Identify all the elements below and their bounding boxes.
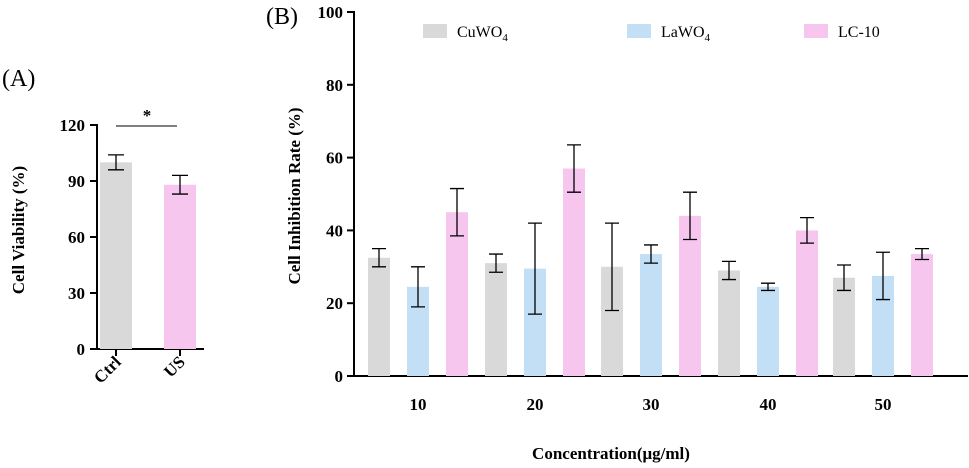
panel-b-error-bar: [644, 244, 658, 264]
panel-a-y-tick-label: 60: [68, 228, 85, 247]
panel-b-bar-cuwo-30: [601, 266, 623, 376]
legend-swatch-lawo: [627, 24, 651, 38]
panel-a-y-tick-label: 0: [77, 340, 86, 359]
panel-b-bar-lawo-50: [872, 275, 894, 376]
panel-b-x-tick-label: 10: [410, 395, 427, 414]
panel-a-x-tick-label: Ctrl: [90, 352, 125, 387]
panel-b-error-bar: [683, 191, 697, 241]
panel-a-y-tick-label: 120: [60, 116, 86, 135]
panel-b-bar-cuwo-20: [485, 263, 507, 376]
panel-b-y-tick-label: 40: [326, 221, 343, 240]
panel-b-error-bar: [411, 266, 425, 308]
panel-a-y-tick-label: 90: [68, 172, 85, 191]
legend-label-lc-10: LC-10: [838, 24, 880, 41]
panel-b-bar-lc-10-50: [911, 254, 933, 376]
panel-b-error-bar: [722, 260, 736, 281]
panel-b-error-bar: [837, 264, 851, 292]
panel-b-bar-lawo-20: [524, 268, 546, 376]
panel-a-y-axis-title: Cell Viability (%): [9, 166, 28, 294]
panel-a-label: (A): [2, 66, 35, 92]
significance-marker: *: [143, 106, 152, 125]
panel-b-error-bar: [761, 282, 775, 292]
legend-subscript: 4: [705, 32, 711, 44]
legend-name: CuWO: [457, 24, 502, 41]
panel-b-y-tick-label: 60: [326, 149, 343, 168]
panel-b-error-bar: [489, 253, 503, 273]
panel-b-error-bar: [528, 222, 542, 315]
panel-a-error-bar: [108, 154, 124, 171]
panel-b-bar-cuwo-50: [833, 277, 855, 376]
panel-b-bar-lawo-40: [757, 286, 779, 376]
legend-label-cuwo: CuWO4: [457, 24, 508, 44]
panel-b-y-tick-label: 20: [326, 294, 343, 313]
panel-a-error-bar: [172, 174, 188, 195]
panel-b-y-tick-label: 100: [318, 3, 344, 22]
panel-b-bar-cuwo-40: [718, 270, 740, 376]
legend-swatch-cuwo: [423, 24, 447, 38]
panel-b-bar-lawo-30: [640, 254, 662, 376]
legend-name: LC-10: [838, 24, 880, 41]
panel-b: (B) Cell Inhibition Rate (%) Concentrati…: [266, 3, 968, 463]
panel-a-bar-us: [164, 184, 196, 349]
panel-a-bar-ctrl: [100, 162, 132, 349]
legend-subscript: 4: [502, 32, 508, 44]
panel-b-bar-cuwo-10: [368, 257, 390, 376]
panel-b-x-tick-label: 50: [875, 395, 892, 414]
panel-a-y-tick-label: 30: [68, 284, 85, 303]
panel-b-x-axis-title: Concentration(μg/ml): [532, 444, 690, 463]
panel-b-error-bar: [567, 144, 581, 193]
panel-b-bar-lc-10-20: [563, 168, 585, 376]
panel-b-y-axis-title: Cell Inhibition Rate (%): [285, 107, 304, 284]
panel-b-bar-lc-10-30: [679, 215, 701, 376]
panel-b-y-tick-label: 0: [335, 367, 344, 386]
panel-b-x-tick-label: 40: [760, 395, 777, 414]
panel-b-bar-lc-10-40: [796, 230, 818, 376]
legend-swatch-lc-10: [804, 24, 828, 38]
panel-b-bar-lawo-10: [407, 286, 429, 376]
panel-b-bar-lc-10-10: [446, 212, 468, 376]
panel-b-legend: CuWO4 LaWO4 LC-10: [423, 24, 880, 44]
panel-b-error-bar: [915, 247, 929, 261]
panel-b-y-tick-label: 80: [326, 76, 343, 95]
panel-b-error-bar: [605, 222, 619, 312]
panel-b-error-bar: [450, 187, 464, 237]
panel-b-label: (B): [266, 4, 298, 30]
panel-a: (A) Cell Viability (%) 0 30 60 90 120 Ctrl US *: [2, 66, 204, 387]
legend-name: LaWO: [661, 24, 705, 41]
panel-a-x-tick-label: US: [160, 352, 189, 381]
legend-label-lawo: LaWO4: [661, 24, 711, 44]
panel-b-x-tick-label: 20: [527, 395, 544, 414]
panel-b-error-bar: [876, 251, 890, 301]
panel-b-error-bar: [372, 247, 386, 268]
panel-b-x-tick-label: 30: [643, 395, 660, 414]
panel-b-error-bar: [800, 217, 814, 244]
